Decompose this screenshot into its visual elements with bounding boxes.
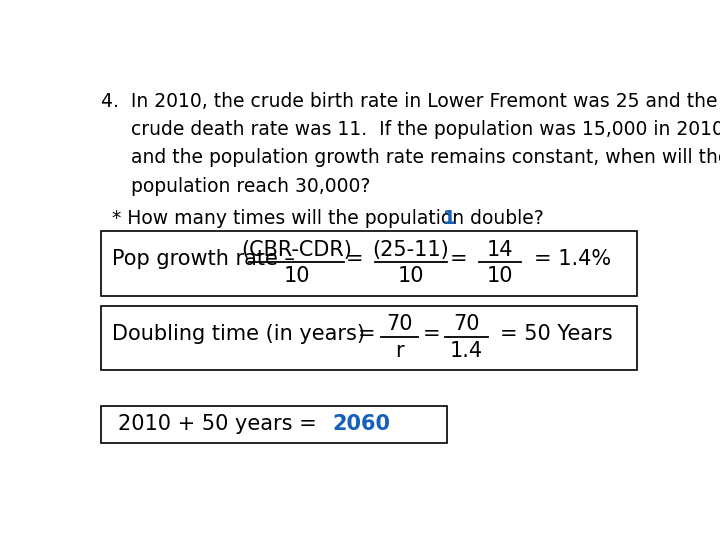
Text: =: =: [357, 324, 375, 344]
Text: 70: 70: [387, 314, 413, 334]
Text: Doubling time (in years): Doubling time (in years): [112, 324, 365, 344]
Text: =: =: [449, 249, 467, 269]
Text: 14: 14: [487, 240, 513, 260]
Text: crude death rate was 11.  If the population was 15,000 in 2010,: crude death rate was 11. If the populati…: [101, 120, 720, 139]
Text: =: =: [423, 324, 441, 344]
Text: * How many times will the population double?: * How many times will the population dou…: [112, 209, 544, 228]
Text: and the population growth rate remains constant, when will the: and the population growth rate remains c…: [101, 148, 720, 167]
FancyBboxPatch shape: [101, 306, 637, 370]
Text: 70: 70: [454, 314, 480, 334]
Text: 1.4: 1.4: [450, 341, 483, 361]
Text: population reach 30,000?: population reach 30,000?: [101, 177, 371, 195]
Text: Pop growth rate –: Pop growth rate –: [112, 249, 295, 269]
Text: 2060: 2060: [333, 415, 391, 435]
Text: =: =: [346, 249, 364, 269]
Text: 4.  In 2010, the crude birth rate in Lower Fremont was 25 and the: 4. In 2010, the crude birth rate in Lowe…: [101, 92, 718, 111]
Text: 2010 + 50 years =: 2010 + 50 years =: [118, 415, 323, 435]
Text: 10: 10: [487, 266, 513, 286]
Text: = 1.4%: = 1.4%: [534, 249, 611, 269]
FancyBboxPatch shape: [101, 231, 637, 295]
Text: (25-11): (25-11): [372, 240, 449, 260]
Text: r: r: [395, 341, 404, 361]
Text: = 50 Years: = 50 Years: [500, 324, 613, 344]
Text: 10: 10: [283, 266, 310, 286]
Text: (CBR-CDR): (CBR-CDR): [241, 240, 352, 260]
FancyBboxPatch shape: [101, 406, 447, 443]
Text: 10: 10: [397, 266, 424, 286]
Text: 1: 1: [443, 209, 456, 228]
